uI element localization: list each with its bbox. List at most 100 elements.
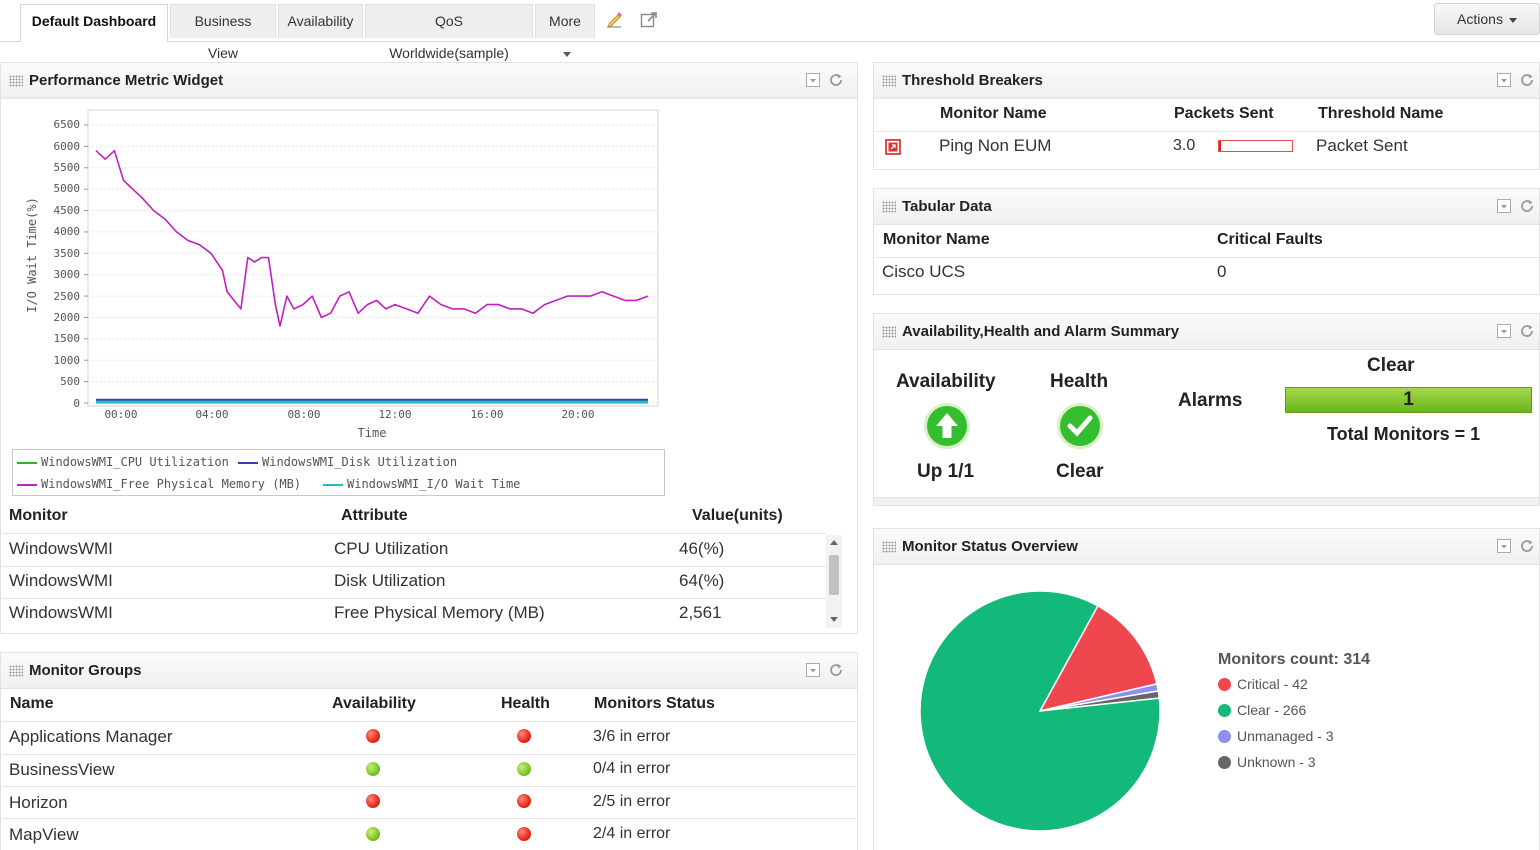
column-header-availability[interactable]: Availability <box>332 695 416 712</box>
monitor-name-link[interactable]: Cisco UCS <box>882 262 966 281</box>
scroll-down-icon[interactable] <box>830 617 838 622</box>
alarms-label: Alarms <box>1178 390 1243 411</box>
scroll-thumb[interactable] <box>829 555 839 595</box>
group-name-link[interactable]: Horizon <box>9 793 68 812</box>
group-name-link[interactable]: MapView <box>9 825 79 844</box>
legend-swatch <box>1218 730 1231 743</box>
drag-handle-icon[interactable] <box>882 326 896 338</box>
column-header-monitor-name[interactable]: Monitor Name <box>940 105 1047 122</box>
y-tick-label: 5000 <box>53 182 81 195</box>
availability-status-icon[interactable] <box>366 762 380 776</box>
monitors-status-link[interactable]: 0/4 in error <box>593 760 671 777</box>
open-external-icon[interactable] <box>639 10 659 30</box>
refresh-icon[interactable] <box>828 662 844 678</box>
legend-item-cpu[interactable]: WindowsWMI_CPU Utilization <box>17 455 229 469</box>
checkmark-icon[interactable] <box>1056 402 1104 450</box>
table-cell-attribute: Disk Utilization <box>334 571 446 590</box>
monitors-status-link[interactable]: 2/4 in error <box>593 825 671 842</box>
legend-item-disk[interactable]: WindowsWMI_Disk Utilization <box>238 455 457 469</box>
actions-button[interactable]: Actions <box>1434 3 1540 35</box>
scroll-up-icon[interactable] <box>830 540 838 545</box>
column-header-critical-faults[interactable]: Critical Faults <box>1217 231 1323 248</box>
x-tick-label: 08:00 <box>287 408 321 421</box>
widget-footer <box>874 497 1539 505</box>
collapse-icon[interactable] <box>1496 198 1512 214</box>
availability-status-icon[interactable] <box>366 827 380 841</box>
collapse-icon[interactable] <box>1496 323 1512 339</box>
column-header-attribute[interactable]: Attribute <box>341 507 408 524</box>
legend-item-unknown[interactable]: Unknown - 3 <box>1218 754 1316 770</box>
availability-status-icon[interactable] <box>366 794 380 808</box>
column-header-monitor-name[interactable]: Monitor Name <box>883 231 990 248</box>
tab-more[interactable]: More <box>535 4 595 57</box>
health-value: Clear <box>1056 461 1104 482</box>
health-status-icon[interactable] <box>517 729 531 743</box>
health-label: Health <box>1050 371 1109 392</box>
chevron-down-icon <box>1508 17 1517 23</box>
arrow-up-icon[interactable] <box>923 402 971 450</box>
widget-title: Performance Metric Widget <box>29 72 224 89</box>
health-status-icon[interactable] <box>517 762 531 776</box>
availability-status-icon[interactable] <box>366 729 380 743</box>
refresh-icon[interactable] <box>1519 538 1535 554</box>
monitor-name-link[interactable]: Ping Non EUM <box>939 136 1052 155</box>
drag-handle-icon[interactable] <box>882 541 896 553</box>
legend-item-unmanaged[interactable]: Unmanaged - 3 <box>1218 728 1334 744</box>
column-header-packets-sent[interactable]: Packets Sent <box>1174 105 1274 122</box>
monitors-status-link[interactable]: 2/5 in error <box>593 793 671 810</box>
legend-label: WindowsWMI_Free Physical Memory (MB) <box>41 477 302 491</box>
total-monitors: Total Monitors = 1 <box>1327 424 1481 444</box>
collapse-icon[interactable] <box>1496 72 1512 88</box>
x-tick-label: 04:00 <box>195 408 229 421</box>
widget-header: Threshold Breakers <box>874 63 1539 99</box>
edit-icon[interactable] <box>604 10 624 30</box>
legend-item-clear[interactable]: Clear - 266 <box>1218 702 1306 718</box>
column-header-monitor[interactable]: Monitor <box>9 507 68 524</box>
collapse-icon[interactable] <box>805 662 821 678</box>
refresh-icon[interactable] <box>1519 198 1535 214</box>
pie-slice[interactable] <box>1038 604 1158 713</box>
tab-business-view[interactable]: Business View <box>170 4 276 61</box>
drag-handle-icon[interactable] <box>882 201 896 213</box>
column-header-monitors-status[interactable]: Monitors Status <box>594 695 715 712</box>
refresh-icon[interactable] <box>828 72 844 88</box>
column-header-name[interactable]: Name <box>10 695 54 712</box>
group-name-link[interactable]: BusinessView <box>9 760 115 779</box>
refresh-icon[interactable] <box>1519 323 1535 339</box>
widget-title: Tabular Data <box>902 198 992 215</box>
column-header-health[interactable]: Health <box>501 695 550 712</box>
legend-item-critical[interactable]: Critical - 42 <box>1218 676 1308 692</box>
pie-slice[interactable] <box>919 590 1161 832</box>
column-header-threshold-name[interactable]: Threshold Name <box>1318 105 1444 122</box>
availability-health-alarm-summary-widget: Availability,Health and Alarm Summary <box>873 313 1540 506</box>
tab-availability[interactable]: Availability <box>278 4 363 38</box>
clear-label: Clear <box>1367 355 1415 376</box>
drag-handle-icon[interactable] <box>9 665 23 677</box>
collapse-icon[interactable] <box>805 72 821 88</box>
series-line[interactable] <box>95 149 649 327</box>
drag-handle-icon[interactable] <box>9 75 23 87</box>
y-tick-label: 1500 <box>53 332 81 345</box>
y-tick-label: 1000 <box>53 354 81 367</box>
critical-alert-icon[interactable] <box>885 139 901 155</box>
legend-item-memory[interactable]: WindowsWMI_Free Physical Memory (MB) <box>17 477 301 491</box>
monitors-status-link[interactable]: 3/6 in error <box>593 728 671 745</box>
column-header-value[interactable]: Value(units) <box>692 507 783 524</box>
y-tick-label: 4500 <box>53 204 81 217</box>
chevron-down-icon <box>563 51 571 57</box>
drag-handle-icon[interactable] <box>882 75 896 87</box>
collapse-icon[interactable] <box>1496 538 1512 554</box>
divider <box>2 754 856 755</box>
legend-swatch <box>238 461 258 464</box>
table-scrollbar[interactable] <box>826 535 842 628</box>
tab-qos-worldwide[interactable]: QoS Worldwide(sample) <box>365 4 533 61</box>
tab-default-dashboard[interactable]: Default Dashboard <box>20 4 168 42</box>
health-status-icon[interactable] <box>517 794 531 808</box>
legend-item-io-wait[interactable]: WindowsWMI_I/O Wait Time <box>323 477 520 491</box>
x-tick-label: 00:00 <box>104 408 138 421</box>
health-status-icon[interactable] <box>517 827 531 841</box>
clear-alarms-bar[interactable]: 1 <box>1285 387 1532 413</box>
y-tick-label: 0 <box>73 397 80 410</box>
refresh-icon[interactable] <box>1519 72 1535 88</box>
group-name-link[interactable]: Applications Manager <box>9 727 173 746</box>
